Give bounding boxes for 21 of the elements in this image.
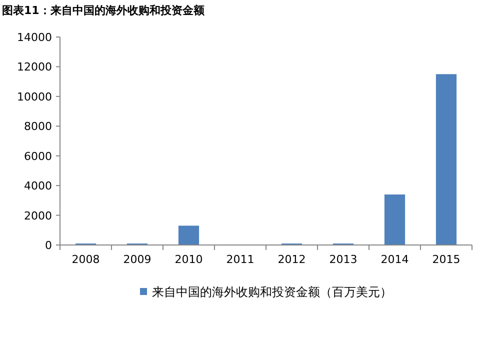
x-tick-label: 2008 [72,253,100,266]
y-tick-label: 8000 [24,120,52,134]
x-tick-label: 2009 [123,253,152,266]
y-tick-label: 10000 [17,90,52,104]
x-tick-label: 2011 [226,253,254,266]
x-tick-label: 2013 [329,253,358,266]
y-tick-label: 0 [45,239,52,252]
chart-title: 图表11：来自中国的海外收购和投资金额 [2,4,206,17]
bar [436,74,457,245]
legend-label: 来自中国的海外收购和投资金额（百万美元） [152,285,392,299]
bar [178,226,200,245]
y-tick-label: 14000 [17,31,52,44]
y-tick-label: 2000 [24,209,52,222]
x-tick-label: 2012 [278,253,306,266]
y-tick-label: 6000 [24,150,52,163]
x-tick-label: 2015 [432,253,460,266]
y-tick-label: 4000 [24,180,52,193]
x-tick-label: 2014 [380,253,409,266]
x-tick-label: 2010 [174,253,203,266]
bar [384,194,406,245]
y-tick-label: 12000 [17,60,52,74]
